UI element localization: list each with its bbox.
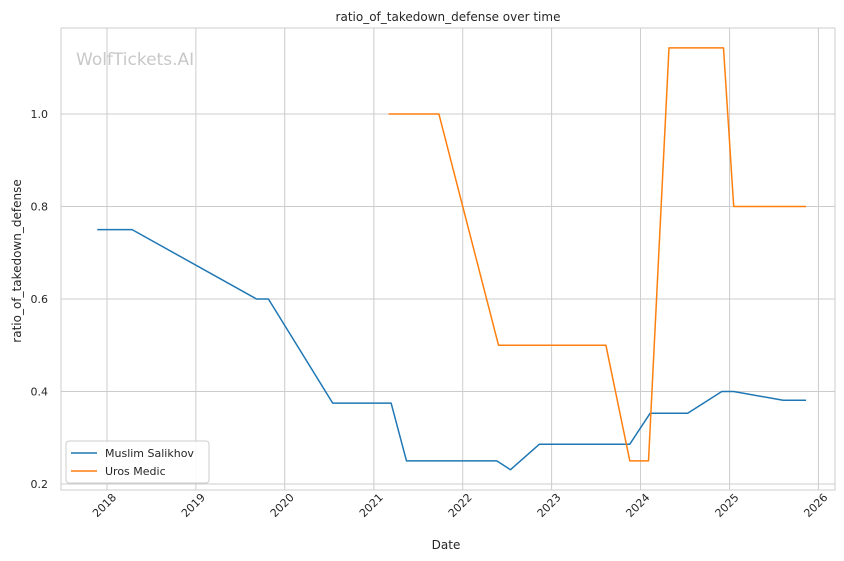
series-layer bbox=[97, 47, 807, 471]
y-tick-label: 0.4 bbox=[31, 385, 49, 398]
chart-watermark: WolfTickets.AI bbox=[76, 50, 194, 70]
y-axis-ticks: 0.2 0.4 0.6 0.8 1.0 bbox=[31, 108, 49, 491]
legend-box bbox=[65, 440, 210, 484]
series-line-2 bbox=[388, 47, 807, 462]
x-axis-ticks: 2018 2019 2020 2021 2022 2023 2024 2025 2026 bbox=[90, 491, 830, 520]
legend-label: Muslim Salikhov bbox=[105, 447, 194, 460]
y-axis-label: ratio_of_takedown_defense bbox=[10, 179, 24, 342]
x-tick-label: 2021 bbox=[357, 491, 386, 520]
x-axis-label: Date bbox=[432, 538, 461, 552]
series-line-1 bbox=[97, 228, 807, 471]
y-tick-label: 0.2 bbox=[31, 478, 49, 491]
legend: Muslim Salikhov Uros Medic bbox=[65, 440, 210, 484]
y-tick-label: 1.0 bbox=[31, 108, 49, 121]
x-tick-label: 2025 bbox=[713, 491, 742, 520]
plot-background bbox=[61, 28, 835, 490]
legend-label: Uros Medic bbox=[105, 465, 166, 478]
x-tick-label: 2018 bbox=[90, 491, 119, 520]
x-tick-label: 2023 bbox=[535, 491, 564, 520]
grid-lines bbox=[61, 28, 835, 490]
plot-frame bbox=[60, 27, 836, 491]
x-tick-label: 2024 bbox=[623, 491, 652, 520]
x-tick-label: 2020 bbox=[268, 491, 297, 520]
y-tick-label: 0.6 bbox=[31, 293, 49, 306]
x-tick-label: 2026 bbox=[801, 491, 830, 520]
x-tick-label: 2022 bbox=[446, 491, 475, 520]
y-tick-label: 0.8 bbox=[31, 201, 49, 214]
chart-title: ratio_of_takedown_defense over time bbox=[336, 10, 561, 24]
x-tick-label: 2019 bbox=[179, 491, 208, 520]
